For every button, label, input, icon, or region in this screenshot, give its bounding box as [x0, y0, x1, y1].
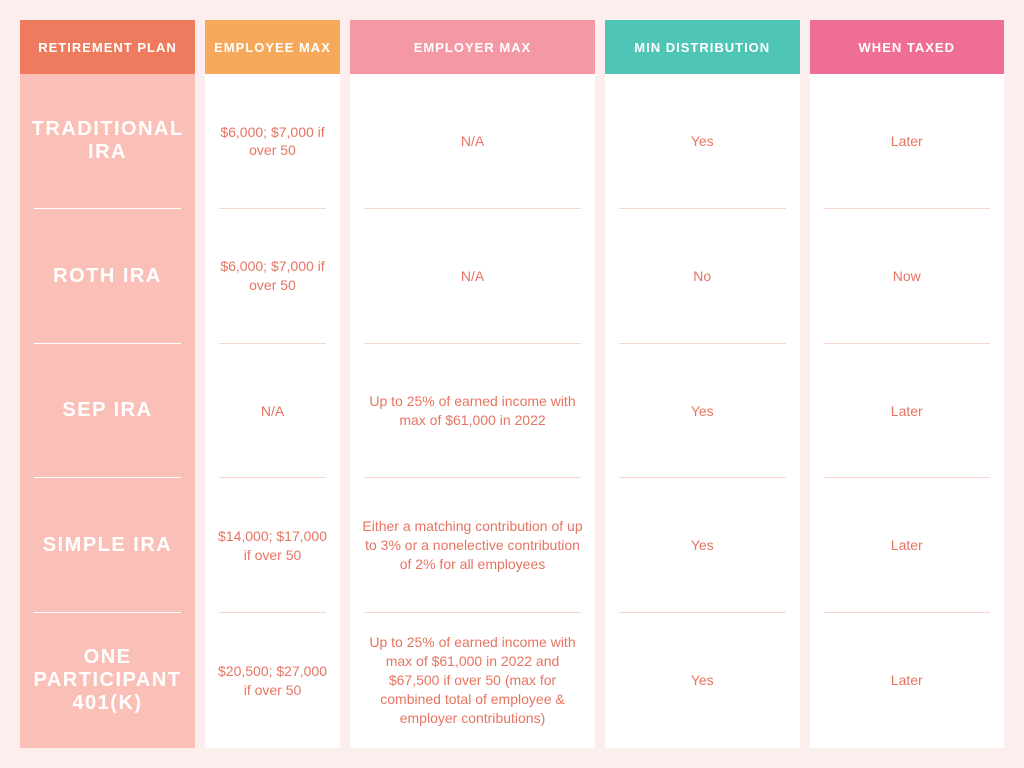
- table-cell: Now: [810, 209, 1005, 344]
- table-cell: ONE PARTICIPANT 401(K): [20, 613, 195, 748]
- header-employee-max: EMPLOYEE MAX: [205, 20, 340, 74]
- table-cell: N/A: [205, 344, 340, 479]
- table-cell: Either a matching contribution of up to …: [350, 478, 595, 613]
- cell-value: $14,000; $17,000 if over 50: [217, 527, 328, 565]
- cell-value: Up to 25% of earned income with max of $…: [362, 392, 583, 430]
- cell-value: N/A: [261, 402, 284, 421]
- table-cell: SIMPLE IRA: [20, 478, 195, 613]
- cell-value: Later: [891, 536, 923, 555]
- table-cell: Later: [810, 74, 1005, 209]
- table-cell: Up to 25% of earned income with max of $…: [350, 344, 595, 479]
- table-cell: SEP IRA: [20, 344, 195, 479]
- table-cell: N/A: [350, 209, 595, 344]
- cell-value: Yes: [691, 671, 714, 690]
- plan-label: ROTH IRA: [53, 265, 162, 288]
- cell-value: $6,000; $7,000 if over 50: [217, 123, 328, 161]
- header-employer-max: EMPLOYER MAX: [350, 20, 595, 74]
- header-plan: RETIREMENT PLAN: [20, 20, 195, 74]
- table-cell: Yes: [605, 344, 800, 479]
- cell-value: Up to 25% of earned income with max of $…: [362, 633, 583, 727]
- table-cell: ROTH IRA: [20, 209, 195, 344]
- cell-value: Now: [893, 267, 921, 286]
- plan-label: ONE PARTICIPANT 401(K): [32, 646, 183, 715]
- table-cell: Yes: [605, 74, 800, 209]
- column-employer-max: EMPLOYER MAX N/A N/A Up to 25% of earned…: [350, 20, 595, 748]
- table-cell: Up to 25% of earned income with max of $…: [350, 613, 595, 748]
- cell-value: Either a matching contribution of up to …: [362, 517, 583, 574]
- table-cell: $20,500; $27,000 if over 50: [205, 613, 340, 748]
- plan-label: SEP IRA: [62, 399, 152, 422]
- table-cell: $14,000; $17,000 if over 50: [205, 478, 340, 613]
- cell-value: N/A: [461, 267, 484, 286]
- retirement-comparison-table: RETIREMENT PLAN TRADITIONAL IRA ROTH IRA…: [20, 20, 1004, 748]
- cell-value: Yes: [691, 402, 714, 421]
- table-cell: No: [605, 209, 800, 344]
- cell-value: $6,000; $7,000 if over 50: [217, 257, 328, 295]
- table-cell: Later: [810, 478, 1005, 613]
- column-employee-max: EMPLOYEE MAX $6,000; $7,000 if over 50 $…: [205, 20, 340, 748]
- header-min-distribution: MIN DISTRIBUTION: [605, 20, 800, 74]
- table-cell: Later: [810, 613, 1005, 748]
- table-cell: TRADITIONAL IRA: [20, 74, 195, 209]
- cell-value: Yes: [691, 132, 714, 151]
- column-min-distribution: MIN DISTRIBUTION Yes No Yes Yes Yes: [605, 20, 800, 748]
- column-plan: RETIREMENT PLAN TRADITIONAL IRA ROTH IRA…: [20, 20, 195, 748]
- table-cell: $6,000; $7,000 if over 50: [205, 209, 340, 344]
- plan-label: SIMPLE IRA: [43, 534, 172, 557]
- column-when-taxed: WHEN TAXED Later Now Later Later Later: [810, 20, 1005, 748]
- cell-value: Yes: [691, 536, 714, 555]
- cell-value: Later: [891, 402, 923, 421]
- table-cell: N/A: [350, 74, 595, 209]
- table-cell: Later: [810, 344, 1005, 479]
- header-when-taxed: WHEN TAXED: [810, 20, 1005, 74]
- table-cell: $6,000; $7,000 if over 50: [205, 74, 340, 209]
- table-cell: Yes: [605, 478, 800, 613]
- cell-value: No: [693, 267, 711, 286]
- cell-value: Later: [891, 132, 923, 151]
- cell-value: $20,500; $27,000 if over 50: [217, 662, 328, 700]
- cell-value: N/A: [461, 132, 484, 151]
- cell-value: Later: [891, 671, 923, 690]
- plan-label: TRADITIONAL IRA: [32, 118, 184, 164]
- table-cell: Yes: [605, 613, 800, 748]
